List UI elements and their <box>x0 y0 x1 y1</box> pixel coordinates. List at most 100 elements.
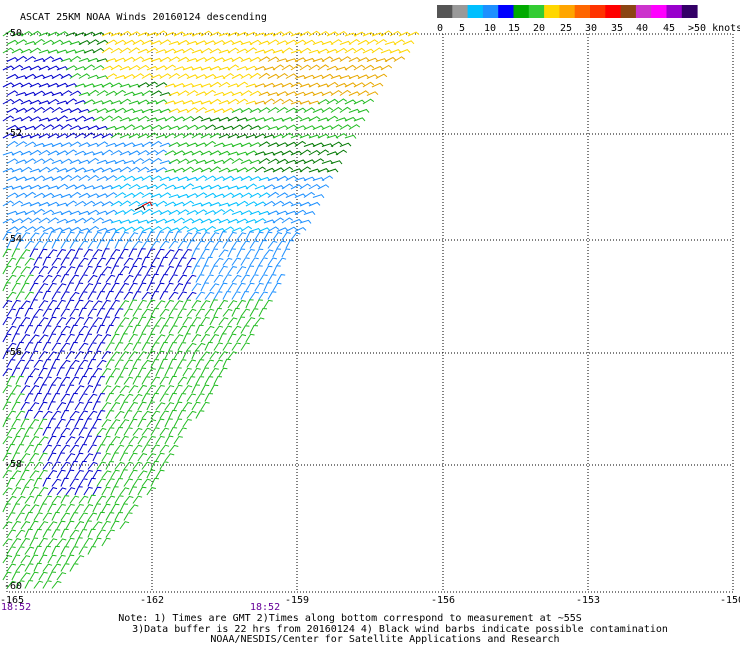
wind-barb <box>200 218 213 224</box>
wind-barb <box>24 257 35 266</box>
wind-barb <box>195 159 208 164</box>
wind-barb <box>38 367 48 377</box>
wind-barb <box>69 392 78 402</box>
wind-barb <box>195 142 208 147</box>
wind-barb <box>218 231 227 241</box>
wind-barb <box>164 453 175 462</box>
wind-barb <box>74 521 85 530</box>
wind-barb <box>222 308 233 317</box>
wind-barb <box>150 427 160 436</box>
wind-barb <box>69 291 80 300</box>
wind-barb <box>204 192 217 198</box>
wind-barb <box>38 334 49 343</box>
wind-barb <box>191 167 204 173</box>
wind-barb <box>263 231 273 241</box>
wind-barb <box>258 56 271 62</box>
wind-barb <box>101 299 111 309</box>
wind-barb <box>15 359 25 368</box>
wind-barb <box>33 392 42 402</box>
wind-barb <box>168 291 179 300</box>
wind-barb <box>164 282 174 292</box>
wind-barb <box>245 248 255 258</box>
wind-barb <box>128 486 137 496</box>
wind-barb <box>200 167 213 173</box>
wind-barb <box>339 142 352 147</box>
wind-barb <box>33 175 46 181</box>
wind-barb <box>141 192 154 198</box>
wind-barb <box>2 47 15 54</box>
wind-barb <box>141 40 154 45</box>
wind-barb <box>204 159 217 164</box>
wind-barb <box>326 115 339 122</box>
wind-barb <box>254 83 267 88</box>
wind-barb <box>2 333 12 343</box>
wind-barb <box>56 350 65 360</box>
wind-barb <box>168 108 181 113</box>
wind-barb <box>195 291 206 300</box>
colorbar-legend: 0 5 10 15 20 25 30 35 40 45 >50 knots <box>437 5 740 34</box>
wind-barb <box>164 132 177 139</box>
wind-barb <box>15 257 25 266</box>
wind-barb <box>200 351 211 360</box>
wind-barb <box>393 56 406 62</box>
wind-barb <box>236 299 246 309</box>
wind-barb <box>380 64 393 71</box>
wind-barb <box>186 359 197 368</box>
wind-barb <box>195 175 208 181</box>
wind-barb <box>146 350 156 360</box>
wind-barb <box>173 384 183 394</box>
wind-barb <box>137 299 147 309</box>
wind-barb <box>132 478 142 487</box>
wind-barb <box>51 478 62 487</box>
wind-barb <box>105 308 115 317</box>
wind-barb <box>254 218 267 224</box>
wind-barb <box>272 83 285 88</box>
wind-barb <box>236 282 246 292</box>
wind-barb <box>110 299 120 309</box>
wind-barb <box>195 324 204 334</box>
wind-barb <box>371 65 384 71</box>
wind-barb <box>137 48 150 54</box>
wind-barb <box>155 317 166 326</box>
wind-barb <box>60 528 69 538</box>
wind-barb <box>213 91 226 96</box>
wind-barb <box>83 453 94 462</box>
wind-barb <box>83 31 96 37</box>
wind-barb <box>119 47 131 54</box>
wind-barb <box>96 495 107 504</box>
wind-barb <box>159 325 169 334</box>
wind-barb <box>146 316 156 326</box>
wind-barb <box>308 183 321 190</box>
wind-barb <box>42 545 51 555</box>
wind-barb <box>87 528 96 538</box>
wind-barb <box>128 418 138 428</box>
wind-barb <box>69 175 82 181</box>
wind-barb <box>11 452 20 462</box>
wind-barb <box>92 249 103 258</box>
wind-barb <box>213 142 226 147</box>
wind-barb <box>236 218 249 224</box>
wind-barb <box>87 257 97 266</box>
wind-barb <box>38 149 51 156</box>
wind-barb <box>29 537 39 547</box>
wind-barb <box>200 133 213 139</box>
wind-barb <box>150 209 163 215</box>
wind-barb <box>69 512 79 521</box>
colorbar-swatch <box>467 5 484 18</box>
wind-barb <box>15 563 26 572</box>
wind-barb <box>249 142 262 147</box>
wind-barb <box>159 226 172 232</box>
wind-barb <box>128 452 138 462</box>
wind-barb <box>213 307 222 317</box>
wind-barb <box>254 166 266 173</box>
wind-barb <box>11 265 22 275</box>
wind-barb <box>101 385 112 394</box>
wind-barb <box>155 402 166 411</box>
wind-barb <box>11 503 20 513</box>
wind-barb <box>155 218 168 224</box>
wind-barb <box>137 133 150 139</box>
wind-barb <box>299 166 311 173</box>
wind-barb <box>128 133 141 139</box>
wind-barb <box>24 546 35 555</box>
wind-barb <box>65 218 78 224</box>
